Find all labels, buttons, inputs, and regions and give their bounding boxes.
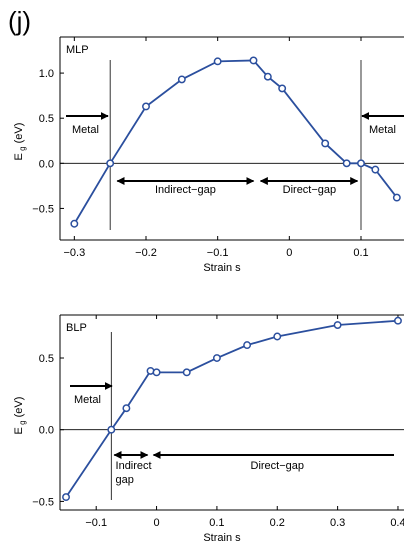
data-point: [62, 493, 70, 502]
data-point: [342, 159, 351, 168]
data-point: [278, 84, 287, 93]
y-tick-label: 0.5: [39, 353, 54, 365]
y-axis-label: E g (eV): [13, 397, 27, 435]
data-point: [122, 404, 131, 413]
data-point: [212, 354, 221, 362]
inset-label: MLP: [66, 44, 89, 56]
x-tick-label: −0.2: [135, 247, 157, 259]
chart-blp: −0.1 0 0.1 0.2 0.3 0.4 −0.5 0.0 0.5 Strain s E g (…: [13, 314, 404, 544]
metal-left-label: Metal: [72, 124, 99, 136]
inset-label: BLP: [66, 322, 87, 334]
data-point: [357, 159, 365, 168]
x-tick-label: −0.3: [63, 247, 85, 259]
data-point: [333, 321, 342, 329]
data-point: [371, 165, 380, 174]
x-tick-label: 0.4: [390, 517, 404, 529]
data-point: [263, 72, 272, 81]
x-tick-label: 0.3: [330, 517, 345, 529]
data-point: [152, 368, 161, 377]
y-tick-label: 0.5: [39, 113, 54, 125]
x-axis-label: Strain s: [203, 532, 241, 544]
x-tick-label: 0.1: [209, 517, 224, 529]
x-tick-label: 0: [153, 517, 159, 529]
x-tick-label: 0.2: [270, 517, 285, 529]
indirect-gap-label: Indirect−gap: [155, 184, 216, 196]
data-point: [142, 102, 150, 111]
data-point: [106, 159, 115, 168]
data-point: [243, 341, 252, 350]
data-point: [394, 316, 402, 325]
x-tick-label: −0.1: [85, 517, 107, 529]
data-point: [70, 219, 79, 228]
indirect-gap-label-line1: Indirect: [116, 460, 152, 472]
data-point: [177, 75, 186, 84]
data-point: [321, 139, 330, 148]
metal-right-label: Metal: [369, 124, 396, 136]
x-tick-label: 0: [286, 247, 292, 259]
data-point: [392, 193, 401, 202]
x-tick-label: −0.1: [207, 247, 229, 259]
y-axis-label: E g (eV): [13, 123, 27, 161]
direct-gap-label: Direct−gap: [283, 184, 337, 196]
series-line: [73, 59, 398, 225]
direct-gap-label: Direct−gap: [251, 460, 305, 472]
y-tick-label: 1.0: [39, 68, 54, 80]
data-point: [107, 425, 116, 434]
data-point: [182, 368, 191, 377]
indirect-gap-label-line2: gap: [116, 474, 134, 486]
data-point: [213, 57, 222, 66]
metal-label: Metal: [74, 394, 101, 406]
y-tick-label: −0.5: [32, 203, 54, 215]
x-tick-label: 0.1: [353, 247, 368, 259]
y-tick-label: −0.5: [32, 496, 54, 508]
y-tick-label: 0.0: [39, 425, 54, 437]
data-point: [273, 332, 282, 341]
chart-mlp: −0.3 −0.2 −0.1 0 0.1 −0.5 0.0 0.5 1.0 Strain s E g…: [13, 36, 404, 274]
x-axis-label: Strain s: [203, 262, 241, 274]
data-point: [249, 56, 258, 65]
panel-label: (j): [8, 6, 32, 36]
y-tick-label: 0.0: [39, 158, 54, 170]
